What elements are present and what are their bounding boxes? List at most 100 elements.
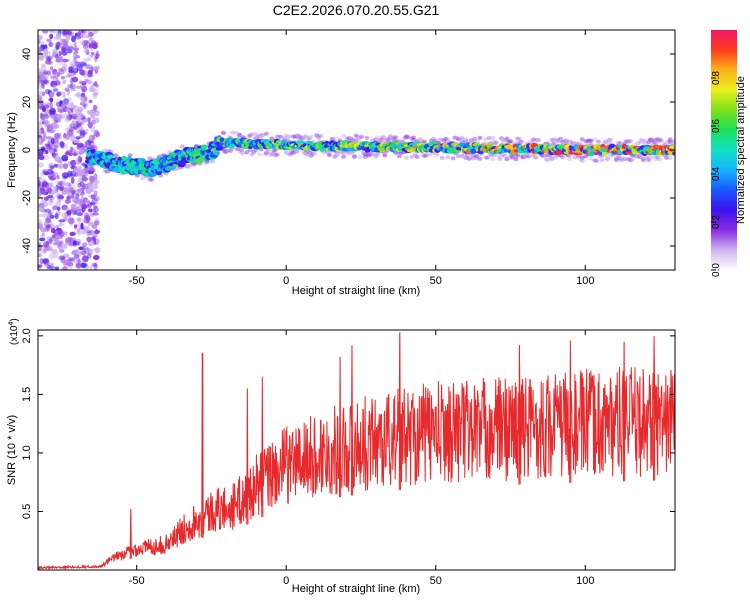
heatmap-cell [86, 64, 93, 69]
heatmap-cell [56, 236, 63, 240]
heatmap-cell [38, 183, 42, 189]
heatmap-cell [51, 113, 58, 120]
heatmap-cell [69, 231, 76, 236]
heatmap-cell [83, 212, 90, 219]
chart-title: C2E2.2026.070.20.55.G21 [273, 2, 440, 18]
heatmap-cell [274, 152, 280, 157]
heatmap-cell [84, 48, 89, 53]
heatmap-cell [57, 68, 63, 72]
heatmap-cell [78, 208, 84, 215]
heatmap-cell [70, 165, 74, 169]
heatmap-cell [67, 84, 74, 89]
heatmap-cell [46, 38, 52, 42]
heatmap-cell [504, 157, 510, 162]
heatmap-cell [43, 48, 49, 55]
heatmap-cell [67, 161, 72, 167]
heatmap-cell [55, 266, 60, 270]
heatmap-cell [294, 149, 300, 154]
heatmap-cell [61, 47, 67, 52]
spectrogram-heatmap [38, 30, 675, 270]
heatmap-cell [536, 138, 542, 143]
heatmap-cell [63, 112, 70, 118]
heatmap-cell [42, 202, 49, 208]
heatmap-cell [38, 90, 44, 97]
heatmap-cell [84, 78, 89, 83]
heatmap-cell [62, 175, 68, 180]
heatmap-cell [671, 139, 675, 144]
heatmap-cell [65, 34, 71, 41]
heatmap-cell [81, 255, 89, 263]
heatmap-cell [81, 174, 87, 181]
x-tick-label: -50 [129, 275, 145, 287]
heatmap-cell [475, 138, 481, 143]
heatmap-cell [61, 213, 65, 219]
y-tick-label: 1.0 [21, 445, 33, 460]
heatmap-cell [58, 113, 64, 120]
heatmap-cell [50, 262, 54, 267]
heatmap-cell [53, 255, 58, 259]
heatmap-cell [53, 71, 60, 77]
heatmap-cell [77, 93, 82, 99]
heatmap-cell [54, 152, 58, 156]
heatmap-cell [39, 253, 43, 258]
heatmap-cell [93, 233, 97, 239]
heatmap-cell [102, 148, 108, 153]
heatmap-cell [38, 221, 44, 225]
snr-x-ticks: -50 0 50 100 [129, 330, 594, 587]
heatmap-cell [83, 197, 88, 204]
heatmap-cell [95, 50, 100, 57]
heatmap-cell [73, 139, 79, 144]
heatmap-cell [94, 254, 99, 260]
heatmap-cell [40, 79, 45, 86]
heatmap-cell [48, 253, 55, 259]
heatmap-cell [80, 250, 87, 255]
heatmap-cell [49, 165, 55, 169]
heatmap-cell [53, 120, 59, 124]
spectrogram-y-label: Frequency (Hz) [6, 112, 18, 188]
heatmap-cell [39, 172, 45, 178]
heatmap-cell [599, 158, 605, 163]
heatmap-cell [65, 143, 69, 151]
heatmap-cell [613, 158, 619, 163]
heatmap-cell [62, 58, 70, 62]
spectrogram-y-ticks: -40 -20 0 20 40 [21, 48, 675, 254]
heatmap-cell [63, 217, 68, 222]
heatmap-cell [56, 91, 63, 95]
heatmap-cell [669, 145, 675, 149]
heatmap-cell [92, 44, 98, 50]
heatmap-cell [578, 141, 583, 146]
heatmap-cell [79, 130, 86, 137]
heatmap-cell [579, 137, 585, 142]
spectrogram-x-label: Height of straight line (km) [292, 285, 420, 297]
heatmap-cell [64, 151, 71, 156]
heatmap-cell [66, 170, 73, 178]
heatmap-cell [52, 88, 59, 92]
heatmap-cell [80, 230, 86, 235]
colorbar-tick-label: 0.6 [711, 119, 722, 133]
heatmap-cell [68, 182, 72, 188]
heatmap-cell [54, 250, 59, 257]
heatmap-cell [38, 128, 42, 134]
colorbar: 0.0 0.2 0.4 0.6 0.8 Normalized spectral ampl… [711, 30, 747, 277]
heatmap-cell [92, 92, 99, 96]
heatmap-cell [61, 154, 69, 162]
heatmap-cell [39, 185, 47, 192]
heatmap-cell [73, 253, 80, 260]
heatmap-cell [63, 260, 71, 265]
heatmap-cell [49, 97, 54, 103]
heatmap-cell [94, 53, 101, 58]
heatmap-cell [82, 30, 88, 34]
heatmap-cell [508, 139, 513, 144]
heatmap-cell [49, 198, 53, 203]
heatmap-cell [518, 139, 524, 144]
heatmap-cell [87, 200, 91, 207]
heatmap-cell [445, 155, 451, 160]
heatmap-cell [357, 155, 363, 159]
heatmap-cell [85, 188, 92, 194]
heatmap-cell [81, 40, 88, 46]
heatmap-cell [79, 69, 85, 76]
heatmap-cell [94, 56, 98, 63]
heatmap-cell [44, 113, 50, 120]
heatmap-cell [161, 159, 167, 164]
heatmap-cell [62, 91, 66, 99]
